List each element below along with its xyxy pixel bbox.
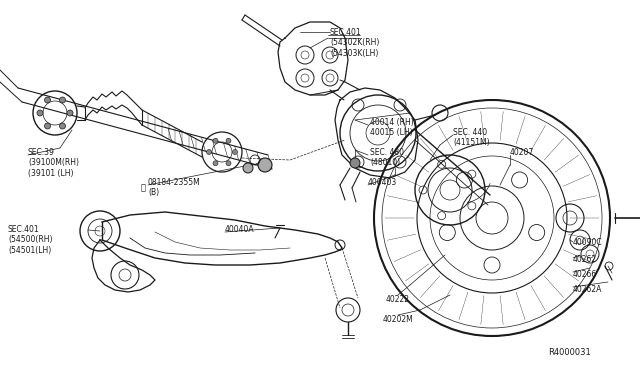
Text: SEC.401
(54302K(RH)
(54303K(LH): SEC.401 (54302K(RH) (54303K(LH)	[330, 28, 380, 58]
Text: Ⓑ: Ⓑ	[141, 183, 145, 192]
Text: SEC. 440
(41151M): SEC. 440 (41151M)	[453, 128, 490, 147]
Circle shape	[243, 163, 253, 173]
Circle shape	[213, 161, 218, 166]
Text: 40266: 40266	[573, 270, 597, 279]
Text: SEC.401
(54500(RH)
(54501(LH): SEC.401 (54500(RH) (54501(LH)	[8, 225, 52, 255]
Circle shape	[226, 138, 231, 143]
Circle shape	[226, 161, 231, 166]
Text: 40222: 40222	[386, 295, 410, 304]
Text: 08184-2355M
(B): 08184-2355M (B)	[148, 178, 201, 198]
Text: 40202M: 40202M	[383, 315, 413, 324]
Circle shape	[350, 158, 360, 168]
Circle shape	[60, 123, 65, 129]
Circle shape	[45, 123, 51, 129]
Text: R4000031: R4000031	[548, 348, 591, 357]
Text: 40090C: 40090C	[573, 238, 603, 247]
Text: 40262A: 40262A	[573, 285, 602, 294]
Text: 40262: 40262	[573, 255, 597, 264]
Circle shape	[60, 97, 65, 103]
Circle shape	[207, 150, 211, 154]
Circle shape	[45, 97, 51, 103]
Text: 40207: 40207	[510, 148, 534, 157]
Circle shape	[258, 158, 272, 172]
Text: 400403: 400403	[368, 178, 397, 187]
Circle shape	[232, 150, 237, 154]
Circle shape	[213, 138, 218, 143]
Circle shape	[37, 110, 43, 116]
Text: SEC.39
(39100M(RH)
(39101 (LH): SEC.39 (39100M(RH) (39101 (LH)	[28, 148, 79, 178]
Text: SEC. 480
(48010): SEC. 480 (48010)	[370, 148, 404, 167]
Text: 40040A: 40040A	[225, 225, 255, 234]
Circle shape	[67, 110, 73, 116]
Text: 40014 (RH)
40015 (LH): 40014 (RH) 40015 (LH)	[370, 118, 413, 137]
